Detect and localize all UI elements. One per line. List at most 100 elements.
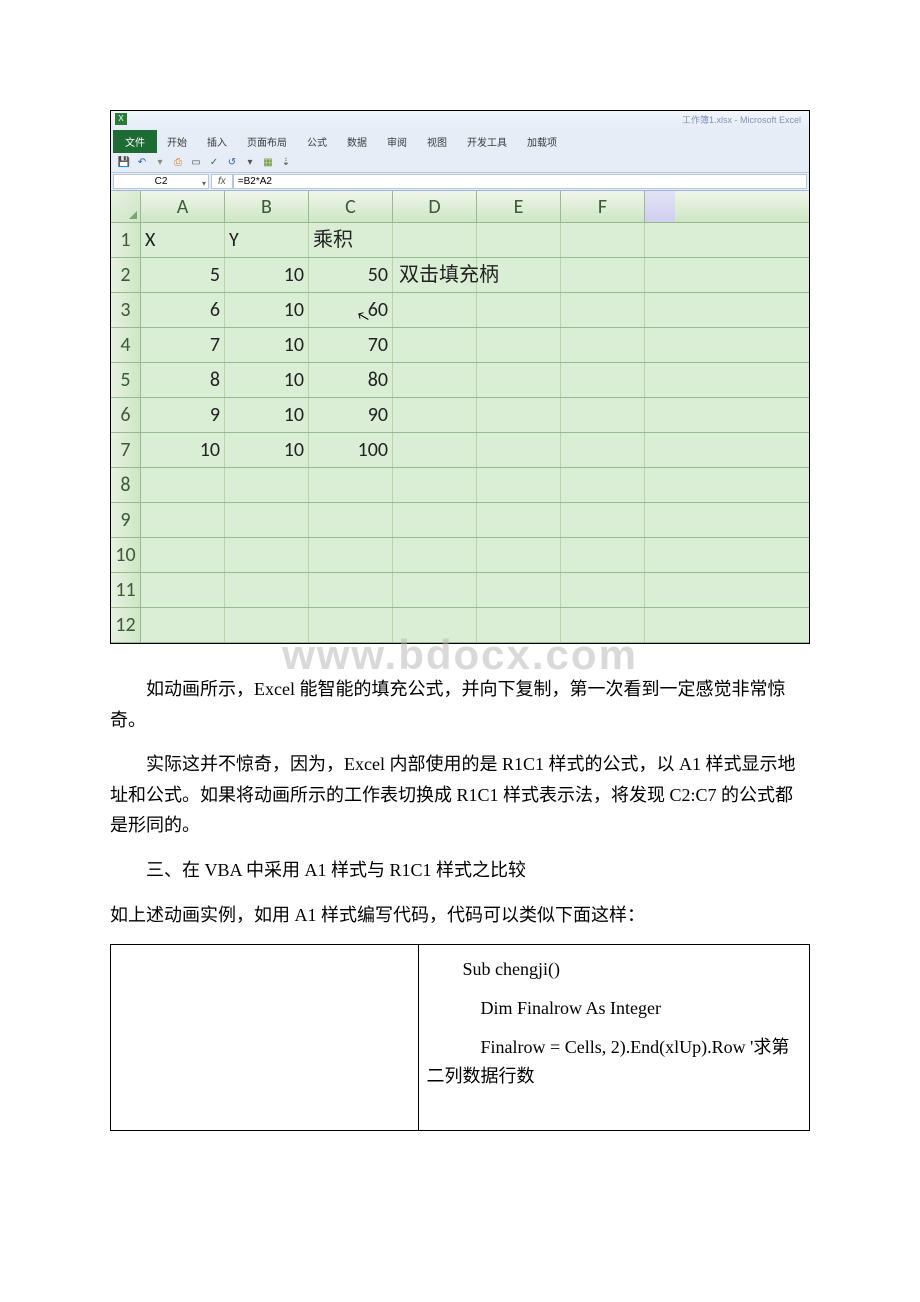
undo2-icon[interactable]: ↺	[225, 156, 239, 170]
tab-developer[interactable]: 开发工具	[457, 130, 517, 153]
row-header[interactable]: 2	[111, 258, 141, 292]
select-all-corner[interactable]	[111, 191, 141, 222]
cell[interactable]	[561, 223, 645, 257]
cell[interactable]	[393, 468, 477, 502]
row-header[interactable]: 4	[111, 328, 141, 362]
cell[interactable]	[393, 223, 477, 257]
cell[interactable]: 8	[141, 363, 225, 397]
cell[interactable]: 10	[225, 398, 309, 432]
cell[interactable]	[561, 328, 645, 362]
row-header[interactable]: 3	[111, 293, 141, 327]
cell[interactable]	[477, 258, 561, 292]
macro-icon[interactable]: ▦	[261, 156, 275, 170]
cell[interactable]	[477, 398, 561, 432]
cell[interactable]	[309, 538, 393, 572]
cell[interactable]: 6	[141, 293, 225, 327]
row-header[interactable]: 10	[111, 538, 141, 572]
row-header[interactable]: 11	[111, 573, 141, 607]
tab-formulas[interactable]: 公式	[297, 130, 337, 153]
cell[interactable]: 10	[225, 363, 309, 397]
undo-icon[interactable]: ↶	[135, 156, 149, 170]
print-icon[interactable]: ⎙	[171, 156, 185, 170]
cell[interactable]: 10	[225, 328, 309, 362]
save-icon[interactable]: 💾	[117, 156, 131, 170]
formula-input[interactable]: =B2*A2	[233, 174, 807, 189]
row-header[interactable]: 6	[111, 398, 141, 432]
cell[interactable]	[561, 293, 645, 327]
cell[interactable]	[561, 503, 645, 537]
cell[interactable]	[393, 398, 477, 432]
cell[interactable]	[561, 398, 645, 432]
cell[interactable]	[225, 468, 309, 502]
cell[interactable]	[561, 363, 645, 397]
cell[interactable]: 乘积	[309, 223, 393, 257]
cell[interactable]	[141, 468, 225, 502]
cell[interactable]	[309, 608, 393, 642]
cell[interactable]	[477, 363, 561, 397]
cell[interactable]	[309, 573, 393, 607]
qat-custom-icon[interactable]: ⇣	[279, 156, 293, 170]
spell-icon[interactable]: ✓	[207, 156, 221, 170]
col-header-a[interactable]: A	[141, 191, 225, 222]
cell[interactable]	[477, 293, 561, 327]
cell[interactable]: 10	[225, 258, 309, 292]
name-box[interactable]: C2 ▾	[113, 174, 209, 189]
row-header[interactable]: 5	[111, 363, 141, 397]
cell[interactable]	[561, 538, 645, 572]
cell[interactable]	[477, 573, 561, 607]
cell[interactable]	[225, 573, 309, 607]
tab-data[interactable]: 数据	[337, 130, 377, 153]
cell[interactable]	[561, 468, 645, 502]
worksheet-grid[interactable]: A B C D E F 1XY乘积251050双击填充柄3610↖6047107…	[111, 191, 809, 643]
row-header[interactable]: 9	[111, 503, 141, 537]
tab-addins[interactable]: 加载项	[517, 130, 567, 153]
col-header-f[interactable]: F	[561, 191, 645, 222]
row-header[interactable]: 1	[111, 223, 141, 257]
cell[interactable]	[225, 538, 309, 572]
fx-button[interactable]: fx	[211, 174, 233, 189]
tab-file[interactable]: 文件	[113, 130, 157, 153]
cell[interactable]: 90	[309, 398, 393, 432]
cell[interactable]: 80	[309, 363, 393, 397]
col-header-e[interactable]: E	[477, 191, 561, 222]
cell[interactable]: 10	[141, 433, 225, 467]
cell[interactable]	[561, 573, 645, 607]
cell[interactable]: 5	[141, 258, 225, 292]
cell[interactable]	[393, 573, 477, 607]
row-header[interactable]: 7	[111, 433, 141, 467]
cell[interactable]	[309, 503, 393, 537]
cell[interactable]: 50	[309, 258, 393, 292]
cell[interactable]: 9	[141, 398, 225, 432]
qat-more-icon[interactable]: ▾	[243, 156, 257, 170]
cell[interactable]: 双击填充柄	[393, 258, 477, 292]
row-header[interactable]: 12	[111, 608, 141, 642]
col-header-c[interactable]: C	[309, 191, 393, 222]
cell[interactable]	[393, 538, 477, 572]
cell[interactable]	[141, 573, 225, 607]
row-header[interactable]: 8	[111, 468, 141, 502]
tab-layout[interactable]: 页面布局	[237, 130, 297, 153]
tab-home[interactable]: 开始	[157, 130, 197, 153]
cell[interactable]: Y	[225, 223, 309, 257]
cell[interactable]	[393, 328, 477, 362]
new-icon[interactable]: ▭	[189, 156, 203, 170]
cell[interactable]	[393, 608, 477, 642]
cell[interactable]	[141, 503, 225, 537]
cell[interactable]: 70	[309, 328, 393, 362]
cell[interactable]	[141, 538, 225, 572]
cell[interactable]	[477, 468, 561, 502]
cell[interactable]: 100	[309, 433, 393, 467]
name-box-dropdown-icon[interactable]: ▾	[202, 177, 206, 191]
cell[interactable]	[477, 223, 561, 257]
cell[interactable]	[141, 608, 225, 642]
tab-review[interactable]: 审阅	[377, 130, 417, 153]
cell[interactable]	[477, 503, 561, 537]
cell[interactable]	[393, 293, 477, 327]
cell[interactable]	[477, 538, 561, 572]
cell[interactable]	[561, 433, 645, 467]
cell[interactable]: X	[141, 223, 225, 257]
cell[interactable]: ↖60	[309, 293, 393, 327]
cell[interactable]	[477, 608, 561, 642]
cell[interactable]: 7	[141, 328, 225, 362]
tab-view[interactable]: 视图	[417, 130, 457, 153]
